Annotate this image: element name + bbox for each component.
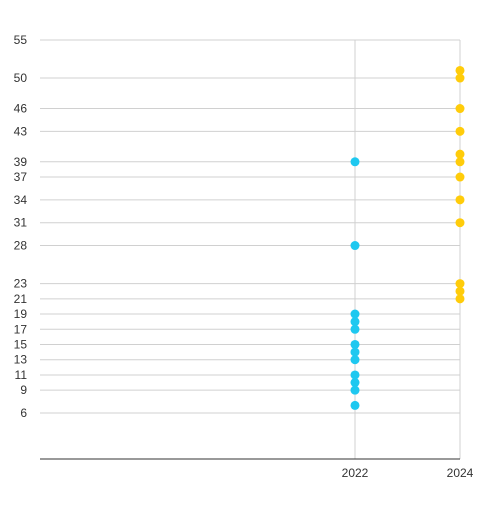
y-tick-label: 15 [14, 337, 28, 351]
x-tick-label: 2024 [447, 466, 474, 480]
data-point-series-2 [455, 195, 465, 205]
data-point-series-1 [350, 370, 360, 380]
y-tick-label: 31 [14, 216, 28, 230]
data-point-series-2 [455, 218, 465, 228]
data-point-series-2 [455, 286, 465, 296]
data-point-series-1 [350, 339, 360, 349]
y-tick-label: 50 [14, 71, 28, 85]
data-point-series-1 [350, 400, 360, 410]
data-point-series-1 [350, 347, 360, 357]
data-point-series-2 [455, 294, 465, 304]
y-tick-label: 17 [14, 322, 28, 336]
points-layer [350, 65, 465, 410]
data-point-series-1 [350, 385, 360, 395]
data-point-series-1 [350, 309, 360, 319]
x-tick-label: 2022 [342, 466, 369, 480]
y-tick-label: 46 [14, 102, 28, 116]
data-point-series-2 [455, 65, 465, 75]
data-point-series-1 [350, 317, 360, 327]
y-tick-label: 43 [14, 124, 28, 138]
y-tick-label: 6 [20, 406, 27, 420]
y-tick-label: 11 [15, 368, 28, 382]
data-point-series-2 [455, 157, 465, 167]
y-tick-label: 9 [20, 383, 27, 397]
y-tick-label: 34 [14, 193, 28, 207]
y-tick-label: 21 [14, 292, 28, 306]
data-point-series-2 [455, 73, 465, 83]
y-tick-label: 23 [14, 277, 28, 291]
data-point-series-1 [350, 241, 360, 251]
data-point-series-1 [350, 157, 360, 167]
data-point-series-1 [350, 355, 360, 365]
y-tick-label: 13 [14, 353, 28, 367]
data-point-series-2 [455, 149, 465, 159]
data-point-series-2 [455, 279, 465, 289]
data-point-series-1 [350, 378, 360, 388]
y-tick-label: 39 [14, 155, 28, 169]
y-tick-label: 37 [14, 170, 28, 184]
y-tick-label: 55 [14, 33, 28, 47]
data-point-series-2 [455, 126, 465, 136]
data-point-series-1 [350, 324, 360, 334]
data-point-series-2 [455, 172, 465, 182]
y-tick-label: 19 [14, 307, 28, 321]
data-point-series-2 [455, 104, 465, 114]
grid-layer [40, 39, 461, 459]
y-tick-label: 28 [14, 239, 28, 253]
